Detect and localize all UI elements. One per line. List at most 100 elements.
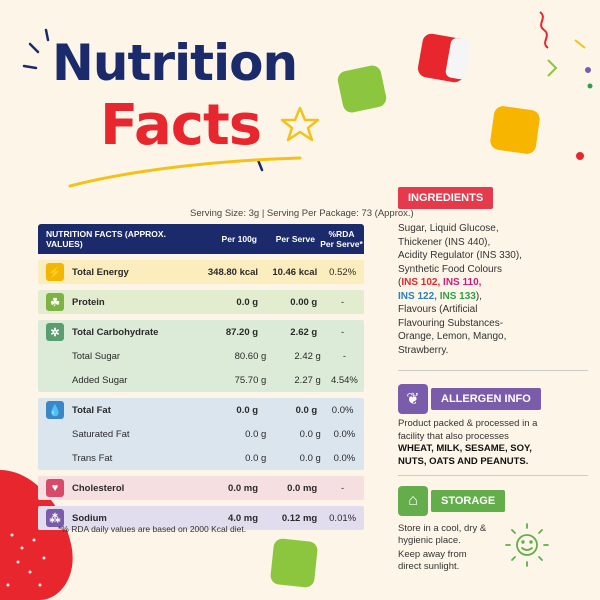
nutrition-table: NUTRITION FACTS (APPROX. VALUES) Per 100… <box>38 224 364 530</box>
header-per100: Per 100g <box>221 234 257 244</box>
paren: ( <box>398 277 402 288</box>
cell: 0.12 mg <box>281 512 318 524</box>
ingredients-line: Strawberry. <box>398 344 449 356</box>
ingredients-line: INS 122, INS 133), <box>398 290 588 304</box>
group-protein: ☘ Protein 0.0 g 0.00 g - <box>38 290 364 314</box>
row-label: Trans Fat <box>72 452 113 464</box>
allergen-bold: WHEAT, MILK, SESAME, SOY, <box>398 443 532 454</box>
salt-icon: ⁂ <box>46 509 64 527</box>
header-label: NUTRITION FACTS (APPROX. VALUES) <box>46 229 166 249</box>
cell: 10.46 kcal <box>272 266 318 278</box>
header-rda: %RDA Per Serve* <box>319 229 364 249</box>
storage-badge: STORAGE <box>431 490 506 512</box>
table-row: ⚡ Total Energy 348.80 kcal 10.46 kcal 0.5… <box>38 260 364 284</box>
row-label: Total Fat <box>72 404 111 416</box>
cell: - <box>341 482 345 494</box>
title-nutrition: Nutrition <box>52 34 298 92</box>
row-label: Total Sugar <box>72 350 121 362</box>
table-row: Trans Fat 0.0 g 0.0 g 0.0% <box>38 446 364 470</box>
cell: - <box>341 296 345 308</box>
cell: 87.20 g <box>225 326 259 338</box>
red-blob <box>0 470 73 600</box>
row-label: Protein <box>72 296 105 308</box>
ingredients-line: Acidity Regulator (INS 330), <box>398 250 522 261</box>
group-energy: ⚡ Total Energy 348.80 kcal 10.46 kcal 0.5… <box>38 260 364 284</box>
row-label: Saturated Fat <box>72 428 130 440</box>
allergen-line: facility that also processes <box>398 430 509 442</box>
row-label: Total Energy <box>72 266 129 278</box>
cell: 0.01% <box>329 512 357 524</box>
cell: 0.0 g <box>245 428 267 440</box>
drop-icon: 💧 <box>46 401 64 419</box>
ingredients-line: (INS 102, INS 110, <box>398 276 588 290</box>
header-rda-line2: Per Serve* <box>320 239 363 249</box>
sun-smile-icon <box>505 523 549 567</box>
footnote: *% RDA daily values are based on 2000 Kc… <box>58 524 247 534</box>
cell: 4.54% <box>330 374 358 386</box>
allergen-badge: ALLERGEN INFO <box>431 388 541 410</box>
group-fat: 💧 Total Fat 0.0 g 0.0 g 0.0% Saturated Fa… <box>38 398 364 470</box>
cell: 348.80 kcal <box>207 266 259 278</box>
cell: - <box>342 350 346 362</box>
ingredients-line: Flavours (Artificial <box>398 304 478 315</box>
storage-line: Store in a cool, dry & <box>398 523 487 534</box>
cell: 0.0 g <box>295 404 318 416</box>
cell: 2.42 g <box>294 350 321 362</box>
cell: 0.0 g <box>299 428 321 440</box>
ins-102: INS 102, <box>401 277 441 288</box>
grain-icon: ✲ <box>46 323 64 341</box>
allergen-bold: NUTS, OATS AND PEANUTS. <box>398 455 529 467</box>
cell: 80.60 g <box>234 350 267 362</box>
ins-122: INS 122, <box>398 290 437 302</box>
group-sodium: ⁂ Sodium 4.0 mg 0.12 mg 0.01% <box>38 506 364 530</box>
cell: 0.0 mg <box>227 482 259 494</box>
underline-swoosh <box>68 156 302 188</box>
protein-icon: ☘ <box>46 293 64 311</box>
ingredients-text: Sugar, Liquid Glucose, Thickener (INS 44… <box>398 222 588 357</box>
cell: 0.00 g <box>290 296 318 308</box>
table-row: ✲ Total Carbohydrate 87.20 g 2.62 g - <box>38 320 364 344</box>
table-row: ☘ Protein 0.0 g 0.00 g - <box>38 290 364 314</box>
cell: 0.0% <box>333 452 356 464</box>
ingredients-line: Flavouring Substances- <box>398 317 504 329</box>
table-row: ⁂ Sodium 4.0 mg 0.12 mg 0.01% <box>38 506 364 530</box>
divider <box>398 370 588 371</box>
storage-text: Store in a cool, dry & hygienic place. K… <box>398 523 548 573</box>
star-icon <box>280 106 320 142</box>
cell: 0.52% <box>329 266 357 278</box>
table-row: 💧 Total Fat 0.0 g 0.0 g 0.0% <box>38 398 364 422</box>
wheat-icon: ❦ <box>398 384 428 414</box>
cell: 0.0 mg <box>287 482 318 494</box>
ingredients-line: Thickener (INS 440), <box>398 236 491 248</box>
group-carb: ✲ Total Carbohydrate 87.20 g 2.62 g - Tot… <box>38 320 364 392</box>
table-header: NUTRITION FACTS (APPROX. VALUES) Per 100… <box>38 224 364 254</box>
lightning-icon: ⚡ <box>46 263 64 281</box>
table-row: Added Sugar 75.70 g 2.27 g 4.54% <box>38 368 364 392</box>
row-label: Sodium <box>72 512 107 524</box>
ins-133: INS 133 <box>439 290 476 302</box>
storage-line: direct sunlight. <box>398 561 460 572</box>
table-row: ♥ Cholesterol 0.0 mg 0.0 mg - <box>38 476 364 500</box>
cell: 0.0 g <box>245 452 267 464</box>
cell: 75.70 g <box>234 374 267 386</box>
storage-line: Keep away from <box>398 549 467 560</box>
cell: - <box>341 326 345 338</box>
paren: ), <box>475 290 482 302</box>
cell: 2.62 g <box>290 326 318 338</box>
heart-icon: ♥ <box>46 479 64 497</box>
header-serve: Per Serve <box>275 234 315 244</box>
storage-line: hygienic place. <box>398 535 461 546</box>
cell: 0.0 g <box>236 404 259 416</box>
cell: 0.0 g <box>299 452 321 464</box>
ingredients-line: Orange, Lemon, Mango, <box>398 331 507 342</box>
cell: 0.0% <box>331 404 354 416</box>
cell: 4.0 mg <box>227 512 259 524</box>
cell: 2.27 g <box>294 374 321 386</box>
row-label: Cholesterol <box>72 482 125 494</box>
ins-110: INS 110, <box>443 277 482 288</box>
cell: 0.0 g <box>236 296 259 308</box>
group-cholesterol: ♥ Cholesterol 0.0 mg 0.0 mg - <box>38 476 364 500</box>
divider <box>398 475 588 476</box>
row-label: Total Carbohydrate <box>72 326 159 338</box>
